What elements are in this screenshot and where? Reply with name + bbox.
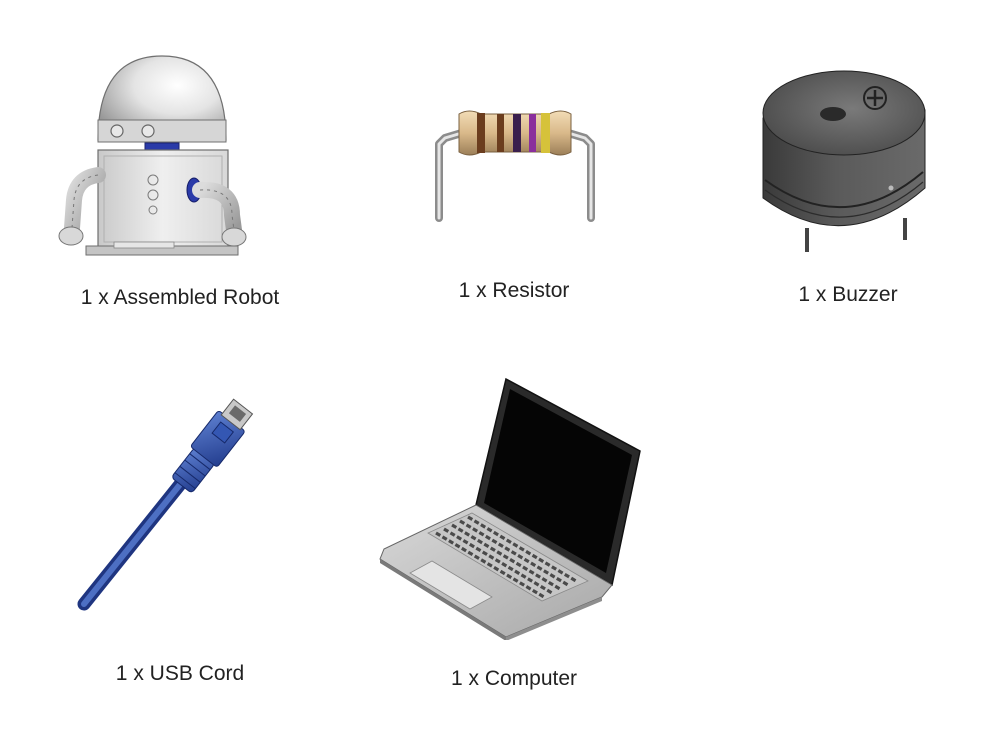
usb-cord-caption: 1 x USB Cord [115,662,245,685]
buzzer-caption: 1 x Buzzer [798,283,898,306]
usb-cord-icon [77,398,254,611]
robot-caption: 1 x Assembled Robot [80,286,280,309]
laptop-icon [379,377,641,640]
computer-caption: 1 x Computer [450,667,578,690]
resistor-icon [435,110,595,222]
buzzer-icon [762,70,926,252]
resistor-caption: 1 x Resistor [458,279,570,302]
robot-icon [58,55,247,256]
